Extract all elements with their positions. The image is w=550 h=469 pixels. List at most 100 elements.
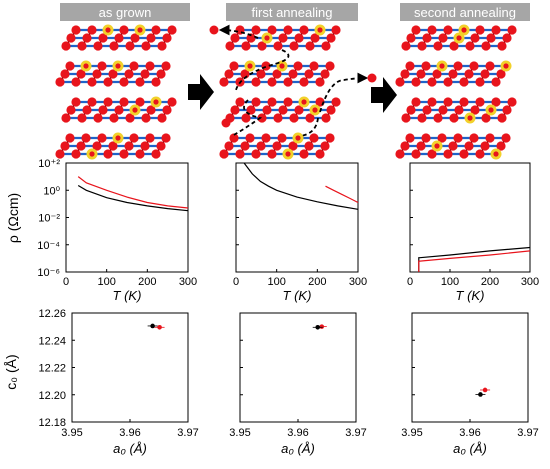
oxygen-atom xyxy=(293,61,303,71)
oxygen-atom xyxy=(273,41,283,51)
oxygen-atom xyxy=(486,33,496,43)
lattice-point-red xyxy=(319,324,325,329)
metal-atom-core xyxy=(137,27,143,33)
metal-atom-core xyxy=(83,63,89,69)
oxygen-atom xyxy=(230,33,240,43)
oxygen-atom xyxy=(326,33,336,43)
resistivity-xtick-label: 0 xyxy=(63,276,69,288)
oxygen-atom xyxy=(453,133,463,143)
oxygen-atom xyxy=(448,69,458,79)
oxygen-atom xyxy=(93,113,103,123)
metal-atom-core xyxy=(132,107,138,113)
oxygen-atom xyxy=(411,25,421,35)
oxygen-atom xyxy=(272,69,282,79)
oxygen-atom xyxy=(485,61,495,71)
oxygen-atom xyxy=(151,25,161,35)
oxygen-atom xyxy=(453,61,463,71)
oxygen-atom xyxy=(507,25,517,35)
oxygen-atom xyxy=(240,141,250,151)
crystal-layer xyxy=(395,133,511,160)
resistivity-xtick-label: 300 xyxy=(179,276,197,288)
oxygen-atom xyxy=(289,41,299,51)
oxygen-atom xyxy=(161,133,171,143)
oxygen-atom xyxy=(469,133,479,143)
oxygen-atom xyxy=(497,41,507,51)
resistivity-xlabel: T (K) xyxy=(113,288,142,303)
oxygen-atom xyxy=(278,105,288,115)
resistivity-xtick-label: 200 xyxy=(138,276,156,288)
resistivity-axes-frame xyxy=(65,162,189,273)
oxygen-migration-arrows xyxy=(218,24,369,137)
oxygen-atom xyxy=(395,77,405,87)
oxygen-atom xyxy=(241,113,251,123)
metal-atom-core xyxy=(503,63,509,69)
oxygen-atom xyxy=(427,25,437,35)
oxygen-atom xyxy=(65,133,75,143)
oxygen-atom xyxy=(235,149,245,159)
oxygen-atom xyxy=(135,149,145,159)
lattice-ytick-label: 12.20 xyxy=(38,390,66,402)
oxygen-atom xyxy=(465,41,475,51)
oxygen-atom xyxy=(92,141,102,151)
oxygen-atom xyxy=(326,105,336,115)
oxygen-atom xyxy=(422,105,432,115)
lattice-point-black xyxy=(150,323,155,329)
oxygen-atom xyxy=(405,61,415,71)
crystal-structures xyxy=(55,24,517,160)
oxygen-atom xyxy=(76,141,86,151)
resistivity-xlabel: T (K) xyxy=(283,288,312,303)
oxygen-atom xyxy=(125,113,135,123)
resistivity-ytick-label: 10⁰ xyxy=(43,185,60,197)
oxygen-atom xyxy=(481,113,491,123)
oxygen-atom xyxy=(405,133,415,143)
oxygen-atom xyxy=(320,141,330,151)
oxygen-atom xyxy=(401,113,411,123)
resistivity-ytick-label: 10⁻⁶ xyxy=(37,267,60,279)
oxygen-atom xyxy=(156,141,166,151)
process-arrow-1 xyxy=(188,74,214,110)
oxygen-atom xyxy=(76,69,86,79)
oxygen-atom xyxy=(251,25,261,35)
metal-atom-core xyxy=(488,107,494,113)
oxygen-atom xyxy=(406,105,416,115)
resistivity-series-red xyxy=(418,250,531,272)
oxygen-atom xyxy=(443,97,453,107)
oxygen-atom xyxy=(459,77,469,87)
oxygen-atom xyxy=(109,41,119,51)
oxygen-atom xyxy=(449,113,459,123)
crystal-layer xyxy=(55,132,171,160)
oxygen-atom xyxy=(224,141,234,151)
oxygen-atom xyxy=(229,61,239,71)
oxygen-atom xyxy=(475,97,485,107)
oxygen-atom xyxy=(146,105,156,115)
oxygen-atom xyxy=(401,41,411,51)
crystal-layer xyxy=(225,24,341,51)
resistivity-panel: 0 100 200 300 T (K) xyxy=(407,162,539,303)
metal-atom-core xyxy=(317,27,323,33)
resistivity-xtick-label: 200 xyxy=(308,276,326,288)
lattice-ylabel: c₀ (Å) xyxy=(3,354,19,389)
oxygen-atom xyxy=(82,105,92,115)
oxygen-atom xyxy=(108,141,118,151)
oxygen-atom xyxy=(501,133,511,143)
lattice-xtick-label: 3.95 xyxy=(229,427,250,439)
resistivity-xtick-label: 300 xyxy=(521,276,539,288)
header-first-annealing-label: first annealing xyxy=(252,5,333,20)
oxygen-atom xyxy=(151,77,161,87)
header-first-annealing: first annealing xyxy=(226,3,358,21)
oxygen-atom xyxy=(251,77,261,87)
oxygen-atom xyxy=(427,97,437,107)
oxygen-atom xyxy=(309,133,319,143)
oxygen-atom xyxy=(411,77,421,87)
oxygen-atom xyxy=(229,133,239,143)
oxygen-atom xyxy=(443,77,453,87)
metal-atom-core xyxy=(467,115,473,121)
metal-atom-core xyxy=(301,99,307,105)
oxygen-atom xyxy=(87,97,97,107)
oxygen-atom xyxy=(294,33,304,43)
oxygen-atom xyxy=(124,141,134,151)
oxygen-atom xyxy=(77,41,87,51)
oxygen-atom xyxy=(71,149,81,159)
oxygen-atom xyxy=(125,41,135,51)
resistivity-ytick-labels: 10⁺² 10⁰ 10⁻² 10⁻⁴ 10⁻⁶ xyxy=(37,158,60,279)
